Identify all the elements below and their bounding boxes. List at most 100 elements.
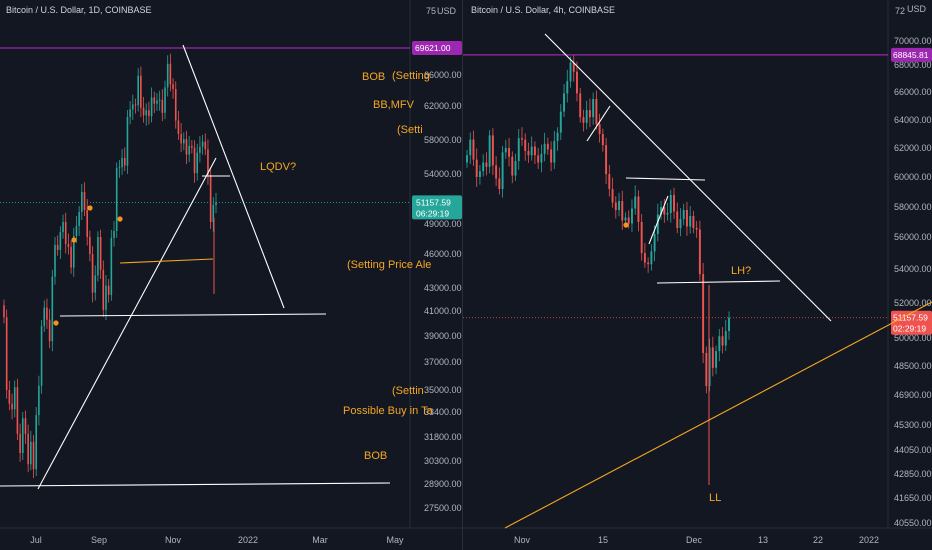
- candle-body: [485, 162, 488, 167]
- candle-body: [595, 99, 598, 125]
- candle-body: [724, 331, 727, 346]
- candle-body: [27, 433, 29, 465]
- candle-body: [21, 418, 24, 453]
- resistance-price-label: 68845.81: [893, 50, 929, 60]
- right-chart-pane[interactable]: Bitcoin / U.S. Dollar, 4h, COINBASE 72 USD…: [463, 0, 932, 550]
- candle-body: [614, 202, 617, 210]
- y-tick-label: 66000.00: [424, 70, 462, 80]
- candle-body: [504, 148, 507, 153]
- chart-annotation: LH?: [731, 265, 751, 277]
- candle-body: [611, 189, 614, 203]
- y-tick-label: 64000.00: [894, 115, 932, 125]
- candle-body: [46, 307, 48, 320]
- candle-body: [99, 237, 102, 270]
- chart-annotation: (Setting: [392, 70, 430, 82]
- candle-body: [51, 276, 54, 342]
- candle-body: [466, 155, 468, 163]
- candle-body: [540, 153, 543, 163]
- candle-body: [110, 238, 113, 295]
- axis-top-label: 75: [426, 6, 436, 16]
- candle-body: [191, 145, 193, 148]
- candle-body: [728, 317, 730, 331]
- range-top-line: [625, 177, 706, 181]
- daily-chart[interactable]: Bitcoin / U.S. Dollar, 1D, COINBASE 75 USD…: [0, 0, 462, 550]
- candle-body: [482, 162, 485, 172]
- candle-body: [8, 390, 11, 404]
- candle-body: [598, 124, 601, 134]
- y-tick-label: 70000.00: [894, 36, 932, 46]
- left-chart-pane[interactable]: Bitcoin / U.S. Dollar, 1D, COINBASE 75 USD…: [0, 0, 463, 550]
- candle-body: [656, 214, 659, 234]
- candle-body: [129, 109, 131, 118]
- candle-body: [89, 237, 91, 254]
- candle-body: [204, 141, 207, 150]
- candle-body: [67, 244, 70, 247]
- candle-body: [511, 156, 514, 176]
- candle-body: [5, 317, 8, 390]
- x-tick-label: 15: [598, 535, 608, 545]
- candle-body: [491, 135, 494, 166]
- signal-dot: [117, 216, 123, 222]
- y-tick-label: 68000.00: [894, 60, 932, 70]
- axis-unit-label: USD: [907, 4, 927, 14]
- candle-body: [78, 212, 80, 226]
- candle-body: [164, 87, 166, 113]
- y-tick-label: 33400.00: [424, 407, 462, 417]
- candle-body: [207, 149, 209, 175]
- y-tick-label: 43000.00: [424, 283, 462, 293]
- y-tick-label: 58000.00: [424, 135, 462, 145]
- candle-body: [685, 210, 688, 227]
- candle-body: [199, 146, 201, 153]
- last-price-tag: [891, 310, 932, 335]
- candle-body: [637, 196, 640, 222]
- candle-body: [705, 352, 708, 386]
- candle-body: [54, 245, 56, 277]
- last-price-countdown: 06:29:19: [416, 208, 449, 218]
- candle-body: [158, 99, 161, 101]
- rising-support-trendline: [504, 301, 932, 529]
- candle-body: [134, 104, 137, 106]
- x-tick-label: May: [386, 535, 404, 545]
- candle-body: [702, 274, 705, 353]
- candle-body: [38, 385, 40, 416]
- chart-annotation: BB,MFV: [373, 99, 415, 111]
- y-tick-label: 52000.00: [894, 298, 932, 308]
- candle-body: [40, 326, 43, 386]
- y-tick-label: 50000.00: [894, 333, 932, 343]
- last-price-tag: [412, 195, 462, 220]
- candle-body: [196, 152, 199, 174]
- candle-body: [16, 387, 19, 434]
- chart-annotation: Possible Buy in Ta: [343, 405, 434, 417]
- candle-body: [478, 171, 481, 177]
- candle-body: [475, 159, 478, 177]
- candle-body: [698, 229, 701, 275]
- x-tick-label: 13: [758, 535, 768, 545]
- candle-body: [83, 192, 86, 210]
- axis-unit-label: USD: [437, 6, 457, 16]
- candle-body: [118, 167, 121, 169]
- candle-body: [102, 269, 105, 310]
- y-tick-label: 62000.00: [424, 101, 462, 111]
- candle-body: [94, 275, 97, 293]
- candle-body: [621, 201, 624, 221]
- four-hour-chart[interactable]: Bitcoin / U.S. Dollar, 4h, COINBASE 72 USD…: [463, 0, 932, 550]
- candle-body: [721, 336, 724, 346]
- candle-body: [145, 110, 148, 116]
- last-price-label: 51157.59: [416, 197, 451, 207]
- candle-body: [517, 138, 520, 162]
- y-tick-label: 48500.00: [894, 361, 932, 371]
- candle-body: [161, 99, 164, 113]
- candle-body: [188, 145, 190, 155]
- candle-body: [153, 97, 156, 104]
- candle-body: [592, 99, 595, 118]
- y-tick-label: 35000.00: [424, 385, 462, 395]
- candle-body: [209, 175, 212, 222]
- candle-body: [19, 433, 21, 453]
- chart-annotation: LQDV?: [260, 161, 296, 173]
- candle-body: [3, 305, 5, 318]
- chart-annotation: (Settin: [392, 385, 424, 397]
- candle-body: [166, 63, 169, 88]
- axis-top-label: 72: [895, 6, 905, 16]
- candle-body: [559, 111, 562, 133]
